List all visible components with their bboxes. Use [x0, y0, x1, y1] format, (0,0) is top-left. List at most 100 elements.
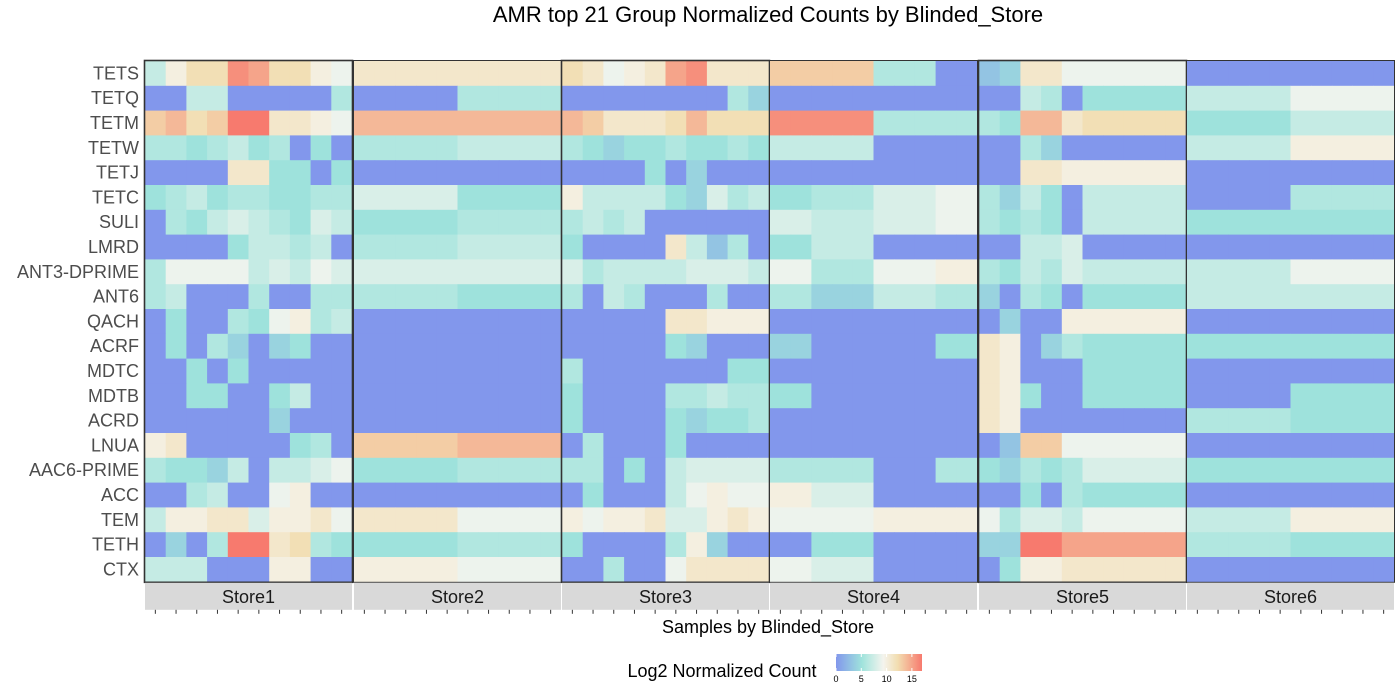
heatmap-cell: [519, 160, 541, 186]
heatmap-cell: [478, 408, 500, 434]
heatmap-cell: [1290, 284, 1312, 310]
heatmap-cell: [1331, 507, 1353, 533]
heatmap-cell: [665, 557, 687, 583]
heatmap-cell: [603, 61, 625, 87]
heatmap-cell: [706, 259, 728, 285]
heatmap-cell: [416, 433, 438, 459]
heatmap-cell: [1290, 110, 1312, 136]
heatmap-cell: [624, 482, 646, 508]
heatmap-cell: [1187, 433, 1209, 459]
heatmap-cell: [562, 85, 584, 111]
heatmap-cell: [207, 482, 229, 508]
heatmap-cell: [354, 284, 376, 310]
heatmap-cell: [395, 482, 417, 508]
heatmap-cell: [1331, 358, 1353, 384]
heatmap-cell: [914, 557, 936, 583]
heatmap-cell: [1207, 383, 1229, 409]
heatmap-cell: [498, 333, 520, 359]
heatmap-cell: [207, 135, 229, 161]
heatmap-cell: [624, 85, 646, 111]
heatmap-cell: [1061, 234, 1083, 260]
heatmap-cell: [873, 209, 895, 235]
heatmap-cell: [331, 333, 353, 359]
heatmap-cell: [1249, 557, 1271, 583]
heatmap-cell: [562, 408, 584, 434]
heatmap-cell: [1020, 557, 1042, 583]
heatmap-cell: [186, 135, 208, 161]
heatmap-cell: [354, 61, 376, 87]
heatmap-cell: [457, 85, 479, 111]
heatmap-cell: [562, 333, 584, 359]
heatmap-cell: [832, 160, 854, 186]
heatmap-cell: [1290, 61, 1312, 87]
row-label: CTX: [103, 559, 139, 579]
heatmap-cell: [1061, 135, 1083, 161]
heatmap-cell: [248, 259, 270, 285]
heatmap-cell: [873, 482, 895, 508]
heatmap-cell: [832, 358, 854, 384]
facet-panel: [977, 59, 1188, 584]
heatmap-cell: [999, 234, 1021, 260]
heatmap-cell: [186, 333, 208, 359]
row-label: AAC6-PRIME: [29, 460, 139, 480]
heatmap-cell: [624, 557, 646, 583]
heatmap-cell: [416, 557, 438, 583]
heatmap-cell: [1165, 557, 1187, 583]
heatmap-cell: [436, 457, 458, 483]
heatmap-cell: [227, 85, 249, 111]
heatmap-cell: [582, 557, 604, 583]
heatmap-cell: [1352, 333, 1374, 359]
heatmap-cell: [1207, 185, 1229, 211]
heatmap-cell: [457, 135, 479, 161]
heatmap-cell: [706, 408, 728, 434]
heatmap-cell: [748, 234, 770, 260]
heatmap-cell: [248, 209, 270, 235]
heatmap-cell: [227, 61, 249, 87]
heatmap-cell: [1290, 358, 1312, 384]
heatmap-cell: [269, 135, 291, 161]
legend-tick-label: 0: [833, 674, 838, 684]
heatmap-cell: [1187, 532, 1209, 558]
heatmap-cell: [248, 135, 270, 161]
heatmap-cell: [478, 110, 500, 136]
heatmap-cell: [289, 532, 311, 558]
heatmap-cell: [811, 209, 833, 235]
heatmap-cell: [1041, 259, 1063, 285]
heatmap-cell: [207, 209, 229, 235]
heatmap-cell: [395, 333, 417, 359]
heatmap-cell: [207, 358, 229, 384]
heatmap-cell: [1249, 532, 1271, 558]
heatmap-cell: [248, 383, 270, 409]
heatmap-cell: [1269, 557, 1291, 583]
heatmap-cell: [770, 457, 792, 483]
heatmap-cell: [436, 259, 458, 285]
heatmap-cell: [310, 457, 332, 483]
heatmap-cell: [395, 185, 417, 211]
heatmap-cell: [624, 209, 646, 235]
heatmap-cell: [1103, 85, 1125, 111]
heatmap-cell: [145, 507, 167, 533]
heatmap-cell: [832, 482, 854, 508]
heatmap-cell: [999, 209, 1021, 235]
heatmap-cell: [1311, 135, 1333, 161]
heatmap-cell: [395, 383, 417, 409]
heatmap-cell: [186, 185, 208, 211]
heatmap-cell: [562, 209, 584, 235]
heatmap-cell: [748, 209, 770, 235]
heatmap-cell: [644, 135, 666, 161]
heatmap-cell: [227, 433, 249, 459]
heatmap-cell: [562, 135, 584, 161]
heatmap-cell: [498, 309, 520, 335]
heatmap-cell: [1082, 284, 1104, 310]
heatmap-cell: [1331, 457, 1353, 483]
heatmap-cell: [457, 234, 479, 260]
heatmap-cell: [979, 135, 1001, 161]
heatmap-cell: [873, 383, 895, 409]
heatmap-cell: [665, 61, 687, 87]
heatmap-cell: [416, 482, 438, 508]
heatmap-cell: [1165, 507, 1187, 533]
heatmap-cell: [603, 457, 625, 483]
heatmap-cell: [562, 110, 584, 136]
heatmap-cell: [832, 209, 854, 235]
heatmap-cell: [1123, 160, 1145, 186]
